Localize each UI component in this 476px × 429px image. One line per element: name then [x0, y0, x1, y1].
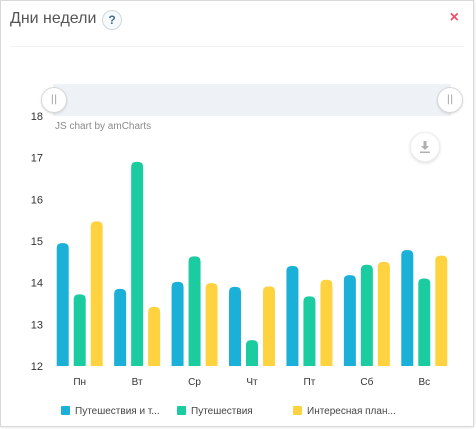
close-icon[interactable]: ×: [449, 9, 459, 26]
bar-3[interactable]: [205, 283, 218, 366]
x-tick-label: Сб: [360, 376, 373, 388]
bar-chart: 12 13 14 15 16 17 18 Пн Вт Ср Чт Пт Сб Вс: [31, 111, 448, 388]
legend-item-series-3[interactable]: Интересная план...: [293, 406, 396, 420]
bar-2[interactable]: [303, 296, 316, 366]
bar-3[interactable]: [90, 221, 103, 366]
bar-3[interactable]: [148, 306, 161, 366]
x-tick-label: Вс: [418, 377, 430, 388]
y-tick-label: 17: [31, 153, 43, 165]
x-tick-label: Ср: [188, 377, 201, 388]
bar-2[interactable]: [246, 340, 258, 366]
chart-legend: Путешествия и т... Путешествия Интересна…: [61, 406, 471, 420]
x-tick-label: Чт: [246, 377, 258, 388]
bar-2[interactable]: [360, 264, 373, 366]
x-tick-label: Пт: [304, 377, 316, 388]
bar-3[interactable]: [377, 261, 390, 366]
legend-item-series-1[interactable]: Путешествия и т...: [61, 406, 160, 420]
help-icon[interactable]: ?: [102, 10, 122, 30]
bar-2[interactable]: [188, 256, 201, 366]
bar-2[interactable]: [418, 278, 431, 367]
download-button[interactable]: [410, 132, 440, 162]
bar-1[interactable]: [286, 266, 299, 366]
y-tick-label: 15: [31, 236, 43, 248]
chart-credit-link[interactable]: JS chart by amCharts: [55, 121, 152, 132]
dialog-header: Дни недели ? ×: [1, 1, 473, 41]
download-icon: [420, 141, 430, 153]
x-tick-label: Пн: [73, 377, 86, 388]
legend-label-series-2: Путешествия: [191, 406, 253, 417]
y-tick-label: 12: [31, 361, 43, 373]
bar-3[interactable]: [320, 279, 333, 366]
bar-1[interactable]: [56, 243, 69, 366]
bar-3[interactable]: [263, 286, 275, 366]
bar-1[interactable]: [343, 275, 356, 366]
legend-swatch-series-3: [293, 406, 302, 415]
y-tick-label: 18: [31, 111, 43, 123]
legend-item-series-2[interactable]: Путешествия: [177, 406, 253, 420]
bar-1[interactable]: [114, 288, 127, 366]
scrollbar-start-grip[interactable]: ||: [41, 87, 67, 113]
scrollbar-end-grip[interactable]: ||: [437, 87, 463, 113]
y-tick-label: 16: [31, 194, 43, 206]
bar-1[interactable]: [229, 286, 241, 366]
bar-2[interactable]: [131, 161, 144, 366]
bar-3[interactable]: [435, 255, 448, 366]
dialog-title: Дни недели: [10, 10, 97, 27]
legend-label-series-1: Путешествия и т...: [75, 406, 160, 417]
bar-1[interactable]: [171, 281, 184, 366]
header-divider: [10, 46, 464, 47]
x-tick-label: Вт: [132, 377, 143, 388]
chart-scrollbar[interactable]: [53, 84, 451, 116]
bar-1[interactable]: [401, 250, 414, 366]
y-tick-label: 13: [31, 319, 43, 331]
y-tick-label: 14: [31, 278, 43, 290]
legend-swatch-series-1: [61, 406, 70, 415]
bar-2[interactable]: [73, 294, 86, 366]
legend-swatch-series-2: [177, 406, 186, 415]
legend-label-series-3: Интересная план...: [307, 406, 396, 417]
